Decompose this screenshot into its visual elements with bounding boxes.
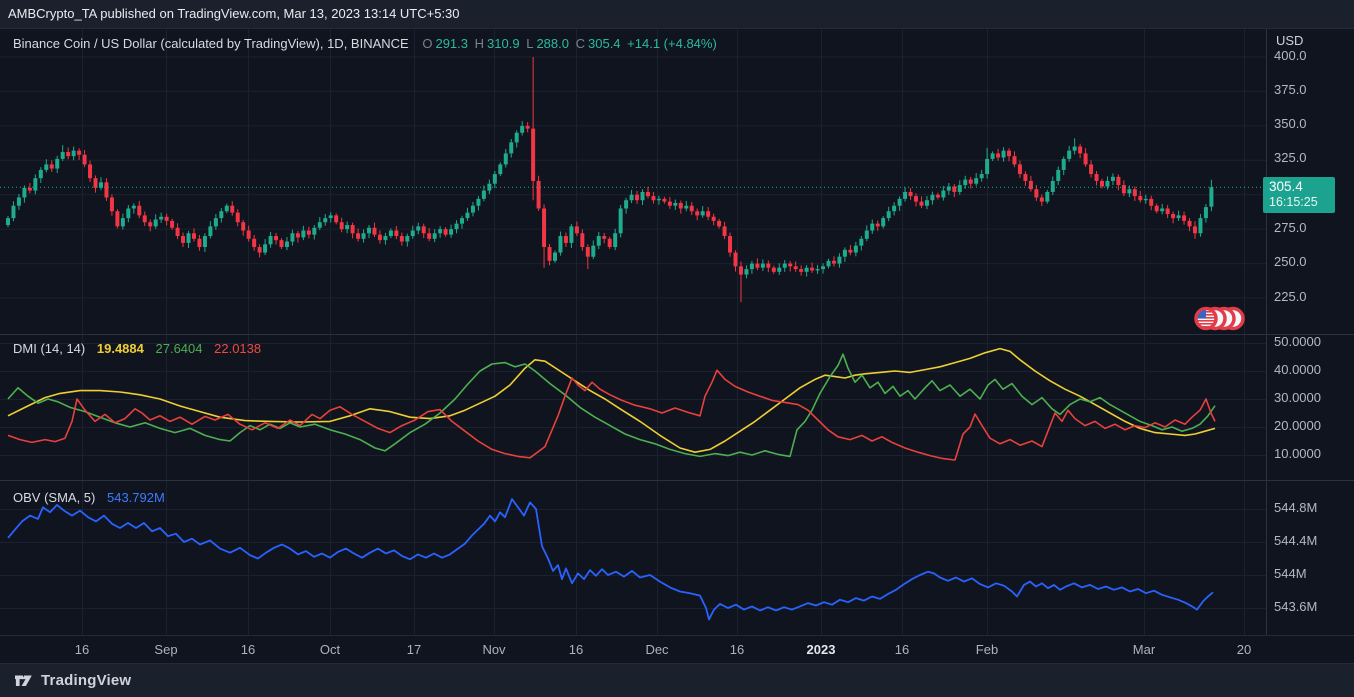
dmi-legend[interactable]: DMI (14, 14) 19.4884 27.6404 22.0138	[13, 341, 269, 356]
last-price: 305.4	[1269, 179, 1303, 194]
tradingview-logo-icon[interactable]	[14, 672, 33, 689]
chart-area[interactable]: Binance Coin / US Dollar (calculated by …	[0, 28, 1354, 636]
time-tick-label: Oct	[319, 642, 341, 657]
last-price-badge: 305.4 16:15:25	[1263, 177, 1335, 213]
close-value: 305.4	[588, 36, 621, 51]
gridlines	[0, 29, 1266, 636]
time-tick-label: 16	[568, 642, 584, 657]
low-label: L	[526, 36, 534, 51]
dmi-tick-label: 40.0000	[1274, 362, 1321, 377]
obv-value: 543.792M	[106, 490, 165, 505]
price-tick-label: 375.0	[1274, 82, 1307, 97]
close-label: C	[575, 36, 585, 51]
open-label: O	[422, 36, 433, 51]
obv-tick-label: 544.8M	[1274, 500, 1318, 515]
dmi-tick-label: 30.0000	[1274, 390, 1321, 405]
price-tick-label: 250.0	[1274, 254, 1307, 269]
bar-countdown: 16:15:25	[1269, 195, 1318, 209]
attribution-bar: AMBCrypto_TA published on TradingView.co…	[0, 0, 1354, 28]
obv-tick-label: 544.4M	[1274, 533, 1318, 548]
change-value: +14.1 (+4.84%)	[627, 36, 717, 51]
footer-brand[interactable]: TradingView	[41, 672, 132, 689]
time-tick-label: 20	[1236, 642, 1252, 657]
dmi-adx-value: 19.4884	[96, 341, 144, 356]
symbol-legend[interactable]: Binance Coin / US Dollar (calculated by …	[13, 36, 720, 51]
price-tick-label: 325.0	[1274, 150, 1307, 165]
dmi-tick-label: 50.0000	[1274, 334, 1321, 349]
attribution-text: AMBCrypto_TA published on TradingView.co…	[8, 6, 460, 21]
obv-title[interactable]: OBV (SMA, 5)	[13, 490, 96, 505]
open-value: 291.3	[435, 36, 469, 51]
high-value: 310.9	[487, 36, 520, 51]
time-tick-label: 16	[729, 642, 745, 657]
obv-series	[7, 498, 1214, 621]
low-value: 288.0	[536, 36, 569, 51]
dmi-tick-label: 10.0000	[1274, 446, 1321, 461]
time-tick-label: 16	[240, 642, 256, 657]
currency-label: USD	[1276, 33, 1304, 48]
dmi-minus-di-value: 22.0138	[214, 341, 262, 356]
obv-legend[interactable]: OBV (SMA, 5) 543.792M	[13, 490, 173, 505]
obv-tick-label: 544M	[1274, 566, 1307, 581]
price-tick-label: 275.0	[1274, 220, 1307, 235]
time-tick-label: Mar	[1132, 642, 1156, 657]
price-tick-label: 400.0	[1274, 48, 1307, 63]
time-tick-label: Feb	[975, 642, 999, 657]
price-tick-label: 225.0	[1274, 289, 1307, 304]
time-tick-label: Nov	[482, 642, 506, 657]
time-tick-label: 2023	[806, 642, 836, 657]
us-flag-event-icons[interactable]	[1194, 306, 1245, 331]
time-tick-label: Sep	[154, 642, 178, 657]
candlestick-series	[6, 57, 1214, 303]
time-tick-label: 16	[74, 642, 90, 657]
obv-tick-label: 543.6M	[1274, 599, 1318, 614]
dmi-tick-label: 20.0000	[1274, 418, 1321, 433]
high-label: H	[474, 36, 485, 51]
dmi-series	[7, 347, 1216, 461]
chart-background	[0, 29, 1354, 636]
dmi-title[interactable]: DMI (14, 14)	[13, 341, 86, 356]
time-axis[interactable]: 16 Sep 16 Oct 17 Nov 16 Dec 16 2023 16 Feb Mar 20	[0, 635, 1354, 663]
dmi-plus-di-value: 27.6404	[155, 341, 203, 356]
footer-bar: TradingView	[0, 663, 1354, 697]
price-tick-label: 350.0	[1274, 116, 1307, 131]
time-tick-label: 17	[406, 642, 422, 657]
time-tick-label: Dec	[645, 642, 669, 657]
chart-canvas[interactable]	[0, 29, 1354, 636]
panel-separators	[0, 29, 1354, 636]
time-tick-label: 16	[894, 642, 910, 657]
symbol-title[interactable]: Binance Coin / US Dollar (calculated by …	[13, 36, 409, 51]
